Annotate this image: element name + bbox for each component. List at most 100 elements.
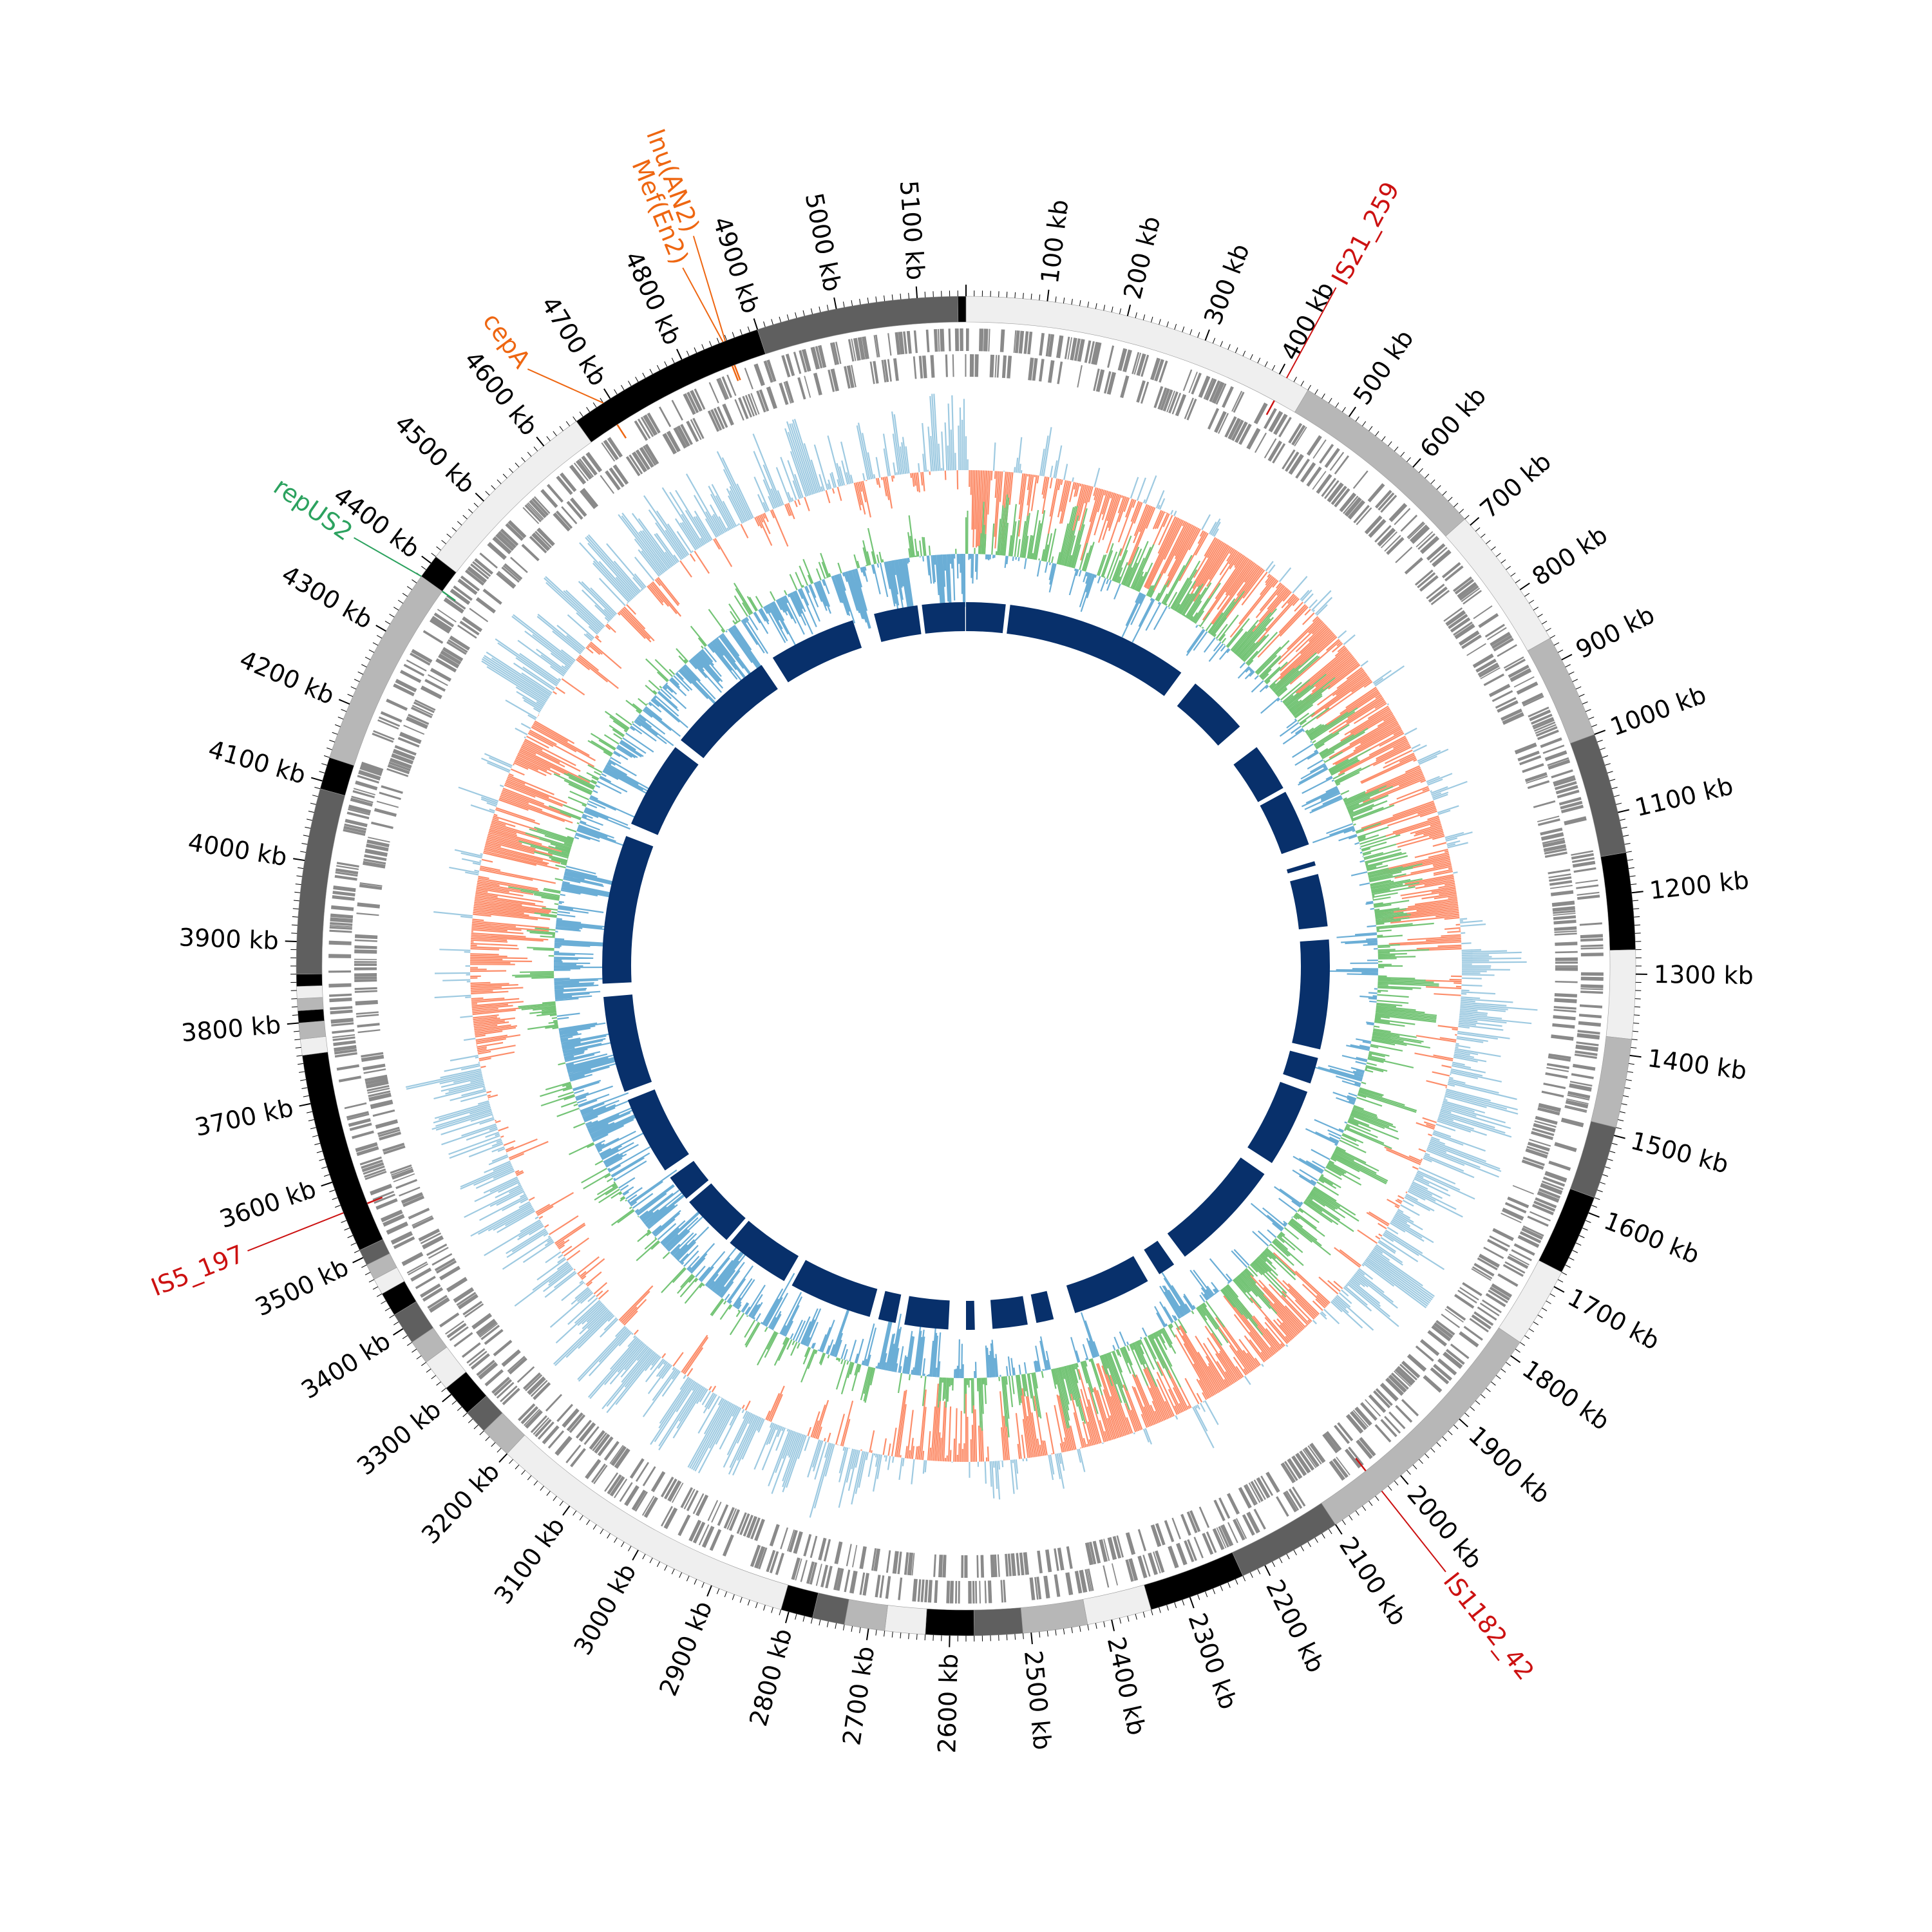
minor-tick [344,1227,350,1231]
minor-tick [485,1436,490,1441]
tick-label: 2100 kb [1334,1532,1412,1631]
tick-label: 2900 kb [654,1597,718,1700]
minor-tick [1030,293,1032,299]
tick-label: 1700 kb [1563,1283,1664,1356]
minor-tick [763,321,766,327]
minor-tick [795,1614,797,1620]
minor-tick [1533,1321,1539,1325]
minor-tick [1602,1174,1609,1177]
minor-tick [826,305,829,311]
minor-tick [1616,802,1622,805]
tick-label: 3400 kb [296,1327,395,1405]
annotation-marker [1355,1457,1367,1472]
major-tick [1278,363,1286,375]
minor-tick [1159,1607,1161,1613]
minor-tick [559,1501,564,1506]
minor-tick [365,656,371,660]
blast-hit-segment [1066,1256,1148,1314]
minor-tick [1142,314,1146,321]
minor-tick [497,1448,502,1453]
minor-tick [826,1621,829,1627]
minor-tick [521,457,526,462]
minor-tick [900,293,902,299]
tick-label: 1500 kb [1628,1126,1732,1179]
minor-tick [347,694,354,697]
minor-tick [916,1634,918,1640]
minor-tick [1611,1142,1618,1146]
minor-tick [739,1596,743,1603]
minor-tick [1575,686,1582,690]
tick-label: 1200 kb [1648,866,1750,905]
minor-tick [1582,701,1588,705]
minor-tick [294,1039,301,1041]
minor-tick [1361,1506,1367,1511]
tick-label: 1300 kb [1654,960,1754,990]
contig-segment [296,985,323,999]
contig-segment [1083,1584,1151,1625]
minor-tick [1609,779,1616,782]
minor-tick [473,1425,478,1430]
minor-tick [1537,614,1543,618]
minor-tick [421,1361,426,1367]
major-tick [1204,329,1210,341]
tick-label: 1900 kb [1463,1421,1556,1509]
minor-tick [1095,303,1097,309]
minor-tick [1400,451,1405,457]
minor-tick [1355,1510,1359,1516]
minor-tick [335,1205,341,1208]
minor-tick [1633,900,1639,902]
minor-tick [686,350,690,357]
tick-label: 800 kb [1527,520,1613,591]
major-tick [1412,458,1421,468]
annotation-leader-line [1381,1490,1446,1573]
minor-tick [1549,1293,1556,1297]
minor-tick [842,1624,845,1631]
minor-tick [1631,1039,1638,1041]
minor-tick [533,1481,538,1486]
minor-tick [1585,1220,1591,1223]
major-tick [1348,406,1356,417]
major-tick [421,555,431,564]
minor-tick [1575,1242,1582,1246]
major-tick [536,436,545,447]
minor-tick [389,614,395,618]
tick-label: 3600 kb [216,1175,319,1234]
minor-tick [1634,916,1640,918]
minor-tick [802,1616,805,1622]
minor-tick [402,592,408,597]
minor-tick [327,747,332,750]
minor-tick [1103,305,1106,311]
minor-tick [1235,347,1238,354]
minor-tick [350,686,357,690]
tick-label: 5100 kb [895,180,930,281]
minor-tick [1549,635,1556,639]
minor-tick [402,1335,408,1340]
minor-tick [1293,376,1297,383]
minor-tick [1242,350,1246,357]
minor-tick [686,1575,690,1582]
minor-tick [421,565,426,571]
minor-tick [1515,579,1520,583]
minor-tick [1111,306,1113,312]
minor-tick [1524,1335,1530,1340]
major-tick [1631,891,1643,894]
blast-hit-ring [602,602,1330,1330]
major-tick [285,940,297,943]
minor-tick [884,295,886,301]
tick-label: 4900 kb [707,213,765,317]
minor-tick [649,1557,653,1564]
minor-tick [1557,649,1564,653]
minor-tick [314,1142,321,1146]
minor-tick [384,621,390,625]
minor-tick [1501,1368,1506,1373]
minor-tick [300,1079,307,1081]
tick-label: 3100 kb [489,1512,571,1609]
minor-tick [1607,771,1613,773]
minor-tick [416,1355,422,1359]
minor-tick [1475,527,1481,532]
tick-label: 4200 kb [236,645,339,710]
minor-tick [436,1381,441,1386]
minor-tick [1491,546,1496,551]
minor-tick [540,1486,544,1491]
